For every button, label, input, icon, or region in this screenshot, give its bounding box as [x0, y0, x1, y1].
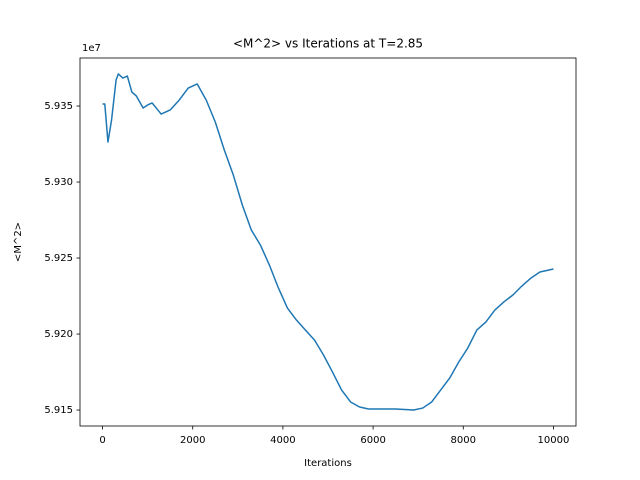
x-tick-label: 10000 [538, 435, 570, 446]
y-tick-label: 5.920 [44, 329, 73, 340]
x-tick-label: 6000 [360, 435, 385, 446]
x-tick-label: 4000 [270, 435, 295, 446]
plot-frame [79, 57, 577, 427]
chart-title: <M^2> vs Iterations at T=2.85 [233, 37, 423, 51]
y-tick-label: 5.915 [44, 405, 73, 416]
x-tick-label: 2000 [180, 435, 205, 446]
y-tick-label: 5.935 [44, 101, 73, 112]
y-axis-label: <M^2> [13, 222, 24, 262]
y-tick-label: 5.925 [44, 253, 73, 264]
x-axis-label: Iterations [304, 458, 352, 469]
y-tick-label: 5.930 [44, 177, 73, 188]
x-tick-label: 0 [99, 435, 105, 446]
y-offset-label: 1e7 [82, 43, 101, 54]
x-tick-label: 8000 [451, 435, 476, 446]
data-line [102, 73, 554, 411]
